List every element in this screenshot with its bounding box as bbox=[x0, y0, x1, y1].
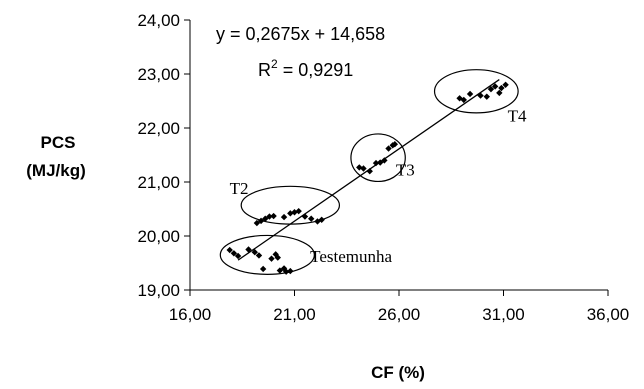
y-tick-label: 23,00 bbox=[137, 65, 180, 84]
group-label: T3 bbox=[396, 161, 415, 180]
data-point bbox=[385, 145, 392, 152]
data-point bbox=[318, 216, 325, 223]
trendline-equation: y = 0,2675x + 14,658 bbox=[216, 24, 385, 44]
data-point bbox=[262, 215, 269, 222]
r-squared-value: = 0,9291 bbox=[278, 60, 354, 80]
data-point bbox=[460, 96, 467, 104]
data-point bbox=[230, 250, 238, 257]
r-squared-superscript: 2 bbox=[271, 57, 278, 71]
group-ellipse bbox=[240, 185, 341, 225]
data-point bbox=[226, 246, 233, 254]
data-point bbox=[487, 85, 495, 93]
group-ellipse bbox=[350, 133, 406, 183]
y-tick-label: 20,00 bbox=[137, 227, 180, 246]
x-tick-label: 36,00 bbox=[587, 305, 630, 324]
data-point bbox=[259, 265, 267, 273]
data-point bbox=[491, 83, 499, 90]
data-point bbox=[251, 249, 258, 256]
y-axis-title-line2: (MJ/kg) bbox=[26, 161, 86, 180]
data-point bbox=[372, 159, 380, 167]
y-axis-ticks: 19,00 20,00 21,00 22,00 23,00 24,00 bbox=[137, 11, 190, 300]
r-squared-prefix: R bbox=[258, 60, 271, 80]
data-point bbox=[498, 84, 505, 92]
data-point bbox=[295, 207, 302, 215]
data-point bbox=[282, 268, 290, 275]
data-point bbox=[391, 141, 399, 148]
x-tick-label: 31,00 bbox=[482, 305, 525, 324]
data-point bbox=[477, 92, 484, 99]
y-axis-title-line1: PCS bbox=[41, 133, 76, 152]
group-label: Testemunha bbox=[310, 247, 392, 266]
y-tick-label: 22,00 bbox=[137, 119, 180, 138]
x-axis-ticks: 16,00 21,00 26,00 31,00 36,00 bbox=[169, 290, 630, 324]
x-axis-title: CF (%) bbox=[371, 363, 425, 382]
data-point bbox=[266, 213, 273, 220]
x-tick-label: 16,00 bbox=[169, 305, 212, 324]
group-label: T2 bbox=[230, 179, 249, 198]
group-ellipse bbox=[219, 234, 315, 275]
data-point bbox=[234, 252, 242, 260]
data-point bbox=[376, 159, 384, 166]
data-point bbox=[301, 213, 309, 220]
y-tick-label: 21,00 bbox=[137, 173, 180, 192]
data-point bbox=[280, 213, 288, 221]
data-point bbox=[483, 93, 490, 100]
data-point bbox=[255, 252, 263, 259]
x-tick-label: 26,00 bbox=[378, 305, 421, 324]
data-point bbox=[245, 246, 252, 253]
x-tick-label: 21,00 bbox=[273, 305, 316, 324]
data-point bbox=[496, 89, 503, 97]
y-tick-label: 19,00 bbox=[137, 281, 180, 300]
group-labels: Testemunha T2 T3 T4 bbox=[230, 107, 527, 266]
y-tick-label: 24,00 bbox=[137, 11, 180, 30]
data-point bbox=[270, 212, 277, 220]
data-points bbox=[226, 81, 509, 275]
group-ellipse bbox=[433, 69, 519, 114]
group-label: T4 bbox=[508, 107, 527, 126]
data-point bbox=[268, 255, 275, 262]
r-squared-label: R2 = 0,9291 bbox=[258, 57, 353, 80]
data-point bbox=[360, 165, 367, 172]
data-point bbox=[502, 81, 509, 88]
data-point bbox=[308, 215, 315, 222]
data-point bbox=[381, 157, 388, 164]
data-point bbox=[366, 168, 373, 175]
data-point bbox=[287, 267, 294, 275]
data-point bbox=[466, 90, 474, 98]
data-point bbox=[274, 254, 281, 261]
